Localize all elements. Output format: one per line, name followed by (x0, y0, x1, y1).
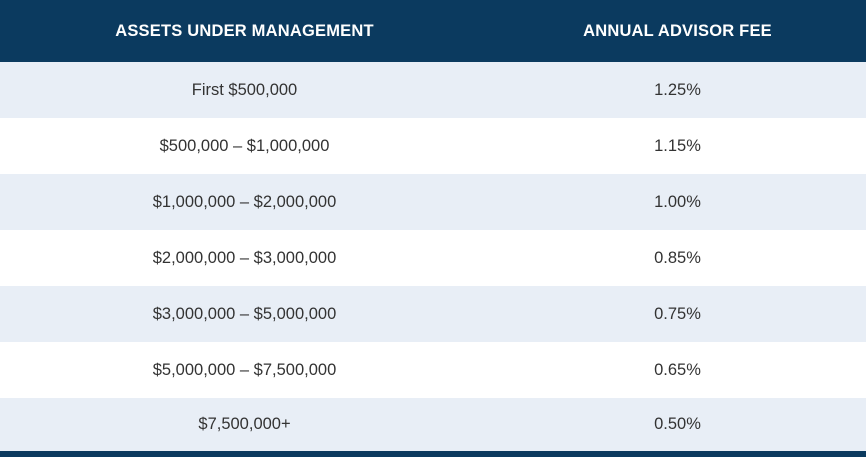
table-row: $5,000,000 – $7,500,000 0.65% (0, 342, 866, 398)
assets-cell: $3,000,000 – $5,000,000 (152, 304, 337, 323)
table-row: $2,000,000 – $3,000,000 0.85% (0, 230, 866, 286)
fee-cell: 0.85% (654, 248, 701, 267)
table-row: $1,000,000 – $2,000,000 1.00% (0, 174, 866, 230)
table-header: ASSETS UNDER MANAGEMENT ANNUAL ADVISOR F… (0, 0, 866, 62)
assets-cell: $2,000,000 – $3,000,000 (152, 248, 337, 267)
fee-cell: 1.00% (654, 192, 701, 211)
table-row: $500,000 – $1,000,000 1.15% (0, 118, 866, 174)
fee-cell: 0.65% (654, 360, 701, 379)
assets-cell: $5,000,000 – $7,500,000 (152, 360, 337, 379)
fee-cell: 1.25% (654, 80, 701, 99)
fee-cell: 0.50% (654, 415, 701, 433)
fee-cell: 1.15% (654, 136, 701, 155)
table-body: First $500,000 1.25% $500,000 – $1,000,0… (0, 62, 866, 454)
fee-cell: 0.75% (654, 304, 701, 323)
assets-cell: $7,500,000+ (198, 415, 291, 433)
table-row: First $500,000 1.25% (0, 62, 866, 118)
table-row: $3,000,000 – $5,000,000 0.75% (0, 286, 866, 342)
header-assets-under-management: ASSETS UNDER MANAGEMENT (115, 21, 374, 40)
assets-cell: First $500,000 (191, 80, 298, 99)
assets-cell: $500,000 – $1,000,000 (159, 136, 330, 155)
table-row: $7,500,000+ 0.50% (0, 398, 866, 454)
header-row: ASSETS UNDER MANAGEMENT ANNUAL ADVISOR F… (0, 0, 866, 62)
header-annual-advisor-fee: ANNUAL ADVISOR FEE (583, 21, 772, 40)
assets-cell: $1,000,000 – $2,000,000 (152, 192, 337, 211)
